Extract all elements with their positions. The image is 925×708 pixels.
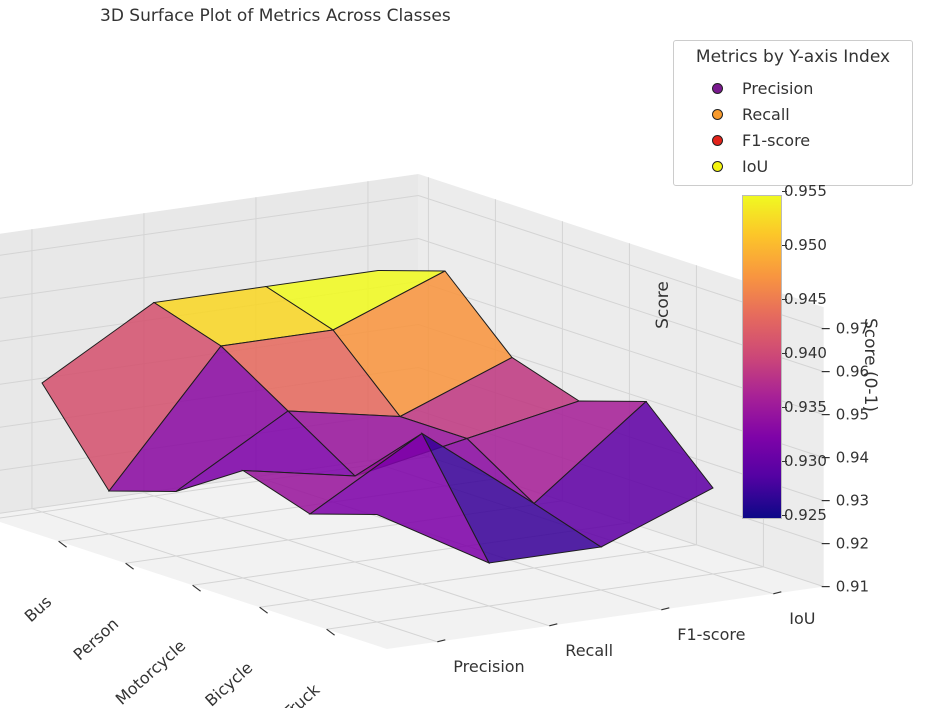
legend-item-precision: Precision bbox=[712, 79, 814, 98]
x-tick-label: Motorcycle bbox=[112, 636, 190, 708]
y-tick-mark bbox=[661, 607, 670, 611]
x-tick-mark bbox=[192, 584, 201, 592]
z-tick-label: 0.93 bbox=[836, 492, 869, 510]
colorbar-tick: 0.925 bbox=[782, 506, 827, 524]
y-tick-mark bbox=[549, 623, 558, 627]
legend: Metrics by Y-axis Index Precision Recall… bbox=[673, 40, 913, 186]
legend-item-iou: IoU bbox=[712, 157, 769, 176]
colorbar-tick: 0.930 bbox=[782, 452, 827, 470]
legend-item-recall: Recall bbox=[712, 105, 790, 124]
surface-patch bbox=[308, 432, 491, 565]
z-tick-label: 0.92 bbox=[836, 535, 869, 553]
z-tick-label: 0.91 bbox=[836, 578, 869, 596]
z-axis-label: Score bbox=[653, 281, 673, 329]
legend-marker-recall bbox=[712, 109, 723, 120]
legend-marker-f1 bbox=[712, 135, 723, 146]
y-tick-mark bbox=[437, 639, 446, 643]
z-tick-label: 0.96 bbox=[836, 363, 869, 381]
y-tick-label: IoU bbox=[789, 609, 815, 628]
legend-item-f1: F1-score bbox=[712, 131, 811, 150]
legend-label-iou: IoU bbox=[742, 157, 769, 176]
z-tick-label: 0.95 bbox=[836, 406, 869, 424]
colorbar bbox=[742, 195, 782, 519]
floor-pane bbox=[0, 453, 824, 649]
colorbar-tick: 0.955 bbox=[782, 182, 827, 200]
y-tick-label: F1-score bbox=[677, 625, 745, 644]
y-tick-label: Recall bbox=[565, 641, 613, 660]
legend-label-f1: F1-score bbox=[742, 131, 811, 150]
grid-line bbox=[143, 213, 550, 627]
x-tick-label: Truck bbox=[278, 680, 323, 708]
legend-marker-iou bbox=[712, 161, 723, 172]
y-tick-label: Precision bbox=[453, 657, 524, 676]
x-tick-mark bbox=[125, 562, 134, 570]
legend-marker-precision bbox=[712, 83, 723, 94]
x-tick-label: Bicycle bbox=[201, 658, 256, 708]
colorbar-tick: 0.940 bbox=[782, 344, 827, 362]
y-tick-mark bbox=[773, 591, 782, 595]
colorbar-label: Score (0-1) bbox=[860, 317, 880, 413]
colorbar-tick: 0.950 bbox=[782, 236, 827, 254]
grid-line bbox=[0, 194, 824, 330]
grid-line bbox=[31, 229, 438, 643]
x-tick-mark bbox=[259, 606, 268, 614]
colorbar-tick: 0.945 bbox=[782, 290, 827, 308]
x-tick-label: Person bbox=[70, 614, 123, 664]
grid-line bbox=[259, 265, 697, 608]
grid-line bbox=[0, 237, 824, 373]
legend-label-precision: Precision bbox=[742, 79, 814, 98]
legend-label-recall: Recall bbox=[742, 105, 790, 124]
x-tick-label: Bus bbox=[21, 592, 56, 626]
x-tick-mark bbox=[326, 628, 335, 636]
chart-title: 3D Surface Plot of Metrics Across Classe… bbox=[100, 6, 451, 26]
z-tick-label: 0.97 bbox=[836, 320, 869, 338]
x-tick-mark bbox=[58, 540, 67, 548]
z-tick-label: 0.94 bbox=[836, 449, 869, 467]
colorbar-tick: 0.935 bbox=[782, 398, 827, 416]
legend-title: Metrics by Y-axis Index bbox=[695, 47, 891, 67]
